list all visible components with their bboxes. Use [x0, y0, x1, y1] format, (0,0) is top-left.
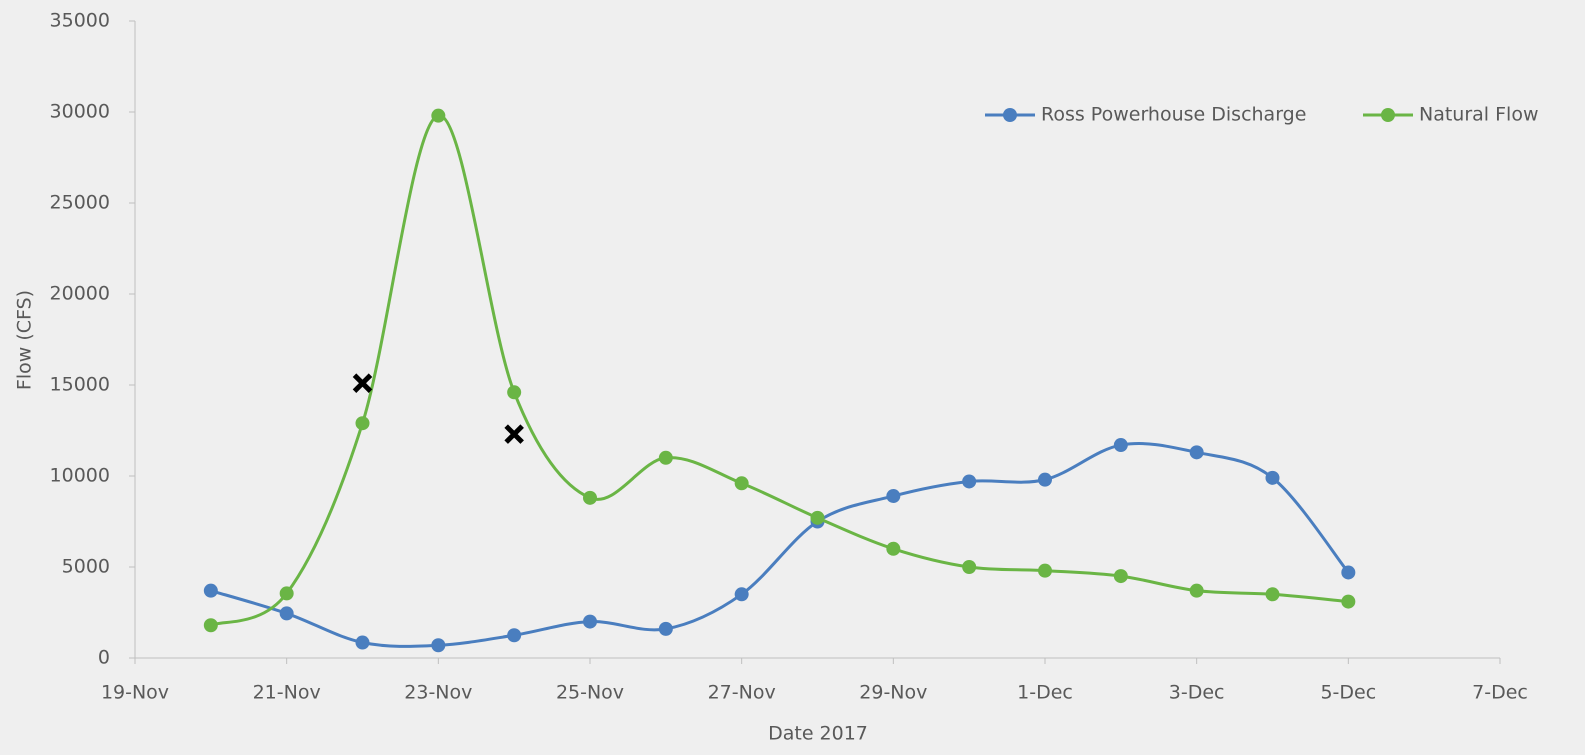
data-point — [203, 583, 218, 598]
data-point — [431, 638, 446, 653]
data-point — [1189, 583, 1204, 598]
legend-label: Natural Flow — [1419, 104, 1539, 126]
data-point — [279, 606, 294, 621]
x-marker — [352, 373, 373, 393]
data-point — [1038, 563, 1052, 578]
data-point — [810, 510, 825, 525]
data-point — [1189, 445, 1204, 460]
data-point — [962, 474, 977, 489]
y-tick-label: 35000 — [50, 10, 110, 32]
series-line — [210, 442, 1350, 648]
data-point — [279, 586, 294, 601]
data-point — [507, 628, 522, 643]
data-point — [583, 490, 597, 505]
data-point — [658, 450, 673, 465]
x-tick-label: 23-Nov — [404, 682, 472, 704]
data-point — [1038, 472, 1052, 487]
data-point — [1341, 565, 1356, 580]
x-tick-label: 29-Nov — [859, 682, 927, 704]
data-point — [962, 560, 977, 574]
y-tick-label: 25000 — [50, 192, 110, 214]
data-point — [886, 541, 901, 556]
y-axis-title: Flow (CFS) — [14, 290, 36, 390]
y-tick-label: 20000 — [50, 283, 110, 305]
x-tick-label: 25-Nov — [556, 682, 624, 704]
data-point — [1265, 470, 1280, 485]
y-tick-label: 15000 — [50, 374, 110, 396]
x-tick-label: 21-Nov — [253, 682, 321, 704]
x-tick-label: 3-Dec — [1169, 682, 1225, 704]
y-tick-label: 30000 — [50, 101, 110, 123]
data-point — [1113, 438, 1128, 453]
y-tick-label: 0 — [98, 647, 110, 669]
x-marker — [504, 424, 524, 444]
x-tick-label: 5-Dec — [1320, 682, 1376, 704]
x-tick-label: 19-Nov — [101, 682, 169, 704]
data-point — [734, 587, 749, 602]
x-tick-label: 1-Dec — [1017, 682, 1073, 704]
data-point — [1341, 594, 1356, 609]
data-point — [507, 385, 522, 400]
legend-marker — [1003, 108, 1017, 122]
x-tick-label: 27-Nov — [708, 682, 776, 704]
y-tick-label: 10000 — [50, 465, 110, 487]
x-tick-label: 7-Dec — [1472, 682, 1528, 704]
data-point — [583, 614, 597, 629]
data-point — [886, 489, 901, 504]
data-point — [1265, 587, 1280, 602]
x-axis-title: Date 2017 — [768, 723, 868, 745]
y-tick-label: 5000 — [62, 556, 110, 578]
data-point — [355, 416, 370, 431]
data-point — [203, 618, 218, 633]
data-point — [431, 108, 446, 123]
legend-marker — [1381, 108, 1395, 122]
data-point — [355, 635, 370, 650]
series-line — [210, 114, 1349, 627]
data-point — [1113, 569, 1128, 584]
legend-label: Ross Powerhouse Discharge — [1041, 104, 1306, 126]
data-point — [658, 621, 673, 636]
data-point — [734, 476, 749, 491]
